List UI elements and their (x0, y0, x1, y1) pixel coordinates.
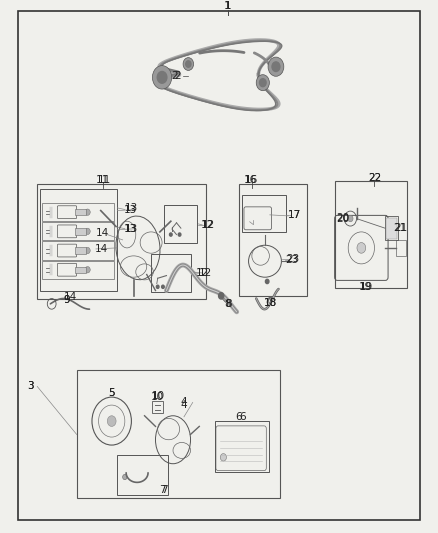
Text: 4: 4 (180, 398, 187, 407)
Circle shape (219, 293, 224, 299)
Text: 18: 18 (264, 298, 277, 308)
Bar (75, 266, 86, 273)
Text: 21: 21 (393, 223, 406, 233)
Circle shape (256, 75, 269, 91)
Bar (75, 209, 86, 215)
Text: 13: 13 (124, 205, 137, 214)
Text: 7: 7 (161, 486, 168, 495)
Text: 17: 17 (288, 210, 301, 220)
Text: 23: 23 (286, 255, 299, 264)
Bar (215, 421, 269, 472)
Circle shape (268, 57, 284, 76)
Text: 10: 10 (151, 392, 164, 402)
Bar (151, 254, 191, 292)
Circle shape (348, 215, 353, 222)
Bar (117, 455, 168, 495)
Text: 11: 11 (96, 175, 110, 185)
Bar (385, 216, 398, 240)
Text: 14: 14 (95, 244, 108, 254)
Bar (37, 184, 206, 298)
Circle shape (272, 62, 280, 71)
Text: 2: 2 (171, 71, 178, 81)
Circle shape (152, 66, 172, 89)
Text: 22: 22 (369, 173, 382, 182)
Bar (75, 247, 86, 254)
Text: 1: 1 (224, 2, 231, 12)
Text: 12: 12 (202, 220, 215, 230)
Text: 11: 11 (98, 175, 111, 184)
Circle shape (85, 266, 90, 273)
Bar (40, 189, 117, 290)
Circle shape (107, 416, 116, 426)
Text: 6: 6 (235, 412, 242, 422)
Text: 5: 5 (108, 389, 115, 398)
Bar (164, 205, 197, 243)
Text: 23: 23 (286, 254, 300, 264)
Text: 13: 13 (124, 224, 138, 233)
Text: 1: 1 (224, 2, 231, 12)
Circle shape (183, 58, 194, 70)
Bar (335, 181, 407, 288)
Circle shape (178, 233, 181, 236)
Text: 19: 19 (360, 282, 373, 292)
Text: 4: 4 (180, 400, 187, 410)
Bar (75, 228, 86, 235)
Circle shape (85, 228, 90, 235)
Text: 12: 12 (199, 268, 212, 278)
Circle shape (156, 285, 159, 288)
Circle shape (85, 209, 90, 215)
Text: 22: 22 (368, 173, 381, 182)
Text: 14: 14 (95, 228, 109, 238)
Circle shape (265, 279, 269, 284)
Text: 13: 13 (124, 224, 137, 233)
Bar (42, 222, 114, 240)
Bar (42, 241, 114, 260)
Text: 14: 14 (64, 292, 77, 302)
Circle shape (123, 474, 127, 480)
Text: 7: 7 (159, 486, 166, 495)
Text: 9: 9 (63, 295, 70, 304)
Text: 18: 18 (264, 298, 277, 308)
Text: 3: 3 (27, 382, 34, 391)
Text: 6: 6 (239, 412, 246, 422)
Bar (396, 240, 406, 256)
Bar (386, 217, 397, 239)
Bar (42, 203, 114, 221)
Bar (242, 195, 286, 232)
Bar (152, 401, 163, 413)
Circle shape (157, 71, 167, 83)
Text: 9: 9 (64, 295, 71, 304)
Text: 20: 20 (336, 213, 349, 223)
Text: 17: 17 (288, 210, 301, 220)
Circle shape (170, 233, 172, 236)
Circle shape (357, 243, 366, 253)
Text: 8: 8 (225, 299, 232, 309)
Circle shape (220, 454, 226, 461)
Text: 8: 8 (224, 299, 231, 309)
Text: 3: 3 (27, 382, 34, 391)
Text: 5: 5 (108, 389, 115, 398)
Text: 13: 13 (124, 204, 138, 213)
Text: 16: 16 (244, 175, 258, 185)
Text: 19: 19 (359, 282, 372, 292)
Text: 16: 16 (244, 175, 257, 185)
Text: 21: 21 (395, 223, 408, 233)
Circle shape (186, 61, 191, 67)
Circle shape (162, 285, 164, 288)
Text: 10: 10 (152, 391, 165, 401)
Text: 12: 12 (201, 220, 214, 230)
Circle shape (259, 79, 266, 87)
Circle shape (85, 247, 90, 254)
Text: 2: 2 (174, 71, 181, 81)
Bar (42, 261, 114, 279)
Text: 12: 12 (196, 269, 209, 278)
Bar (77, 370, 280, 498)
Bar (239, 184, 307, 296)
Text: 20: 20 (336, 214, 350, 223)
